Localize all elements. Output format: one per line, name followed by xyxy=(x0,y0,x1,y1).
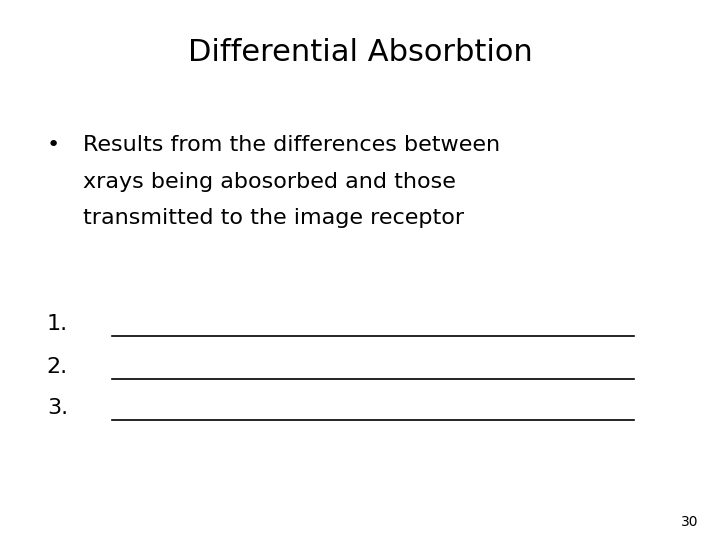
Text: Differential Absorbtion: Differential Absorbtion xyxy=(188,38,532,67)
Text: •: • xyxy=(47,135,60,155)
Text: 30: 30 xyxy=(681,515,698,529)
Text: xrays being abosorbed and those: xrays being abosorbed and those xyxy=(83,172,456,192)
Text: transmitted to the image receptor: transmitted to the image receptor xyxy=(83,208,464,228)
Text: 1.: 1. xyxy=(47,314,68,334)
Text: 2.: 2. xyxy=(47,357,68,377)
Text: 3.: 3. xyxy=(47,397,68,418)
Text: Results from the differences between: Results from the differences between xyxy=(83,135,500,155)
